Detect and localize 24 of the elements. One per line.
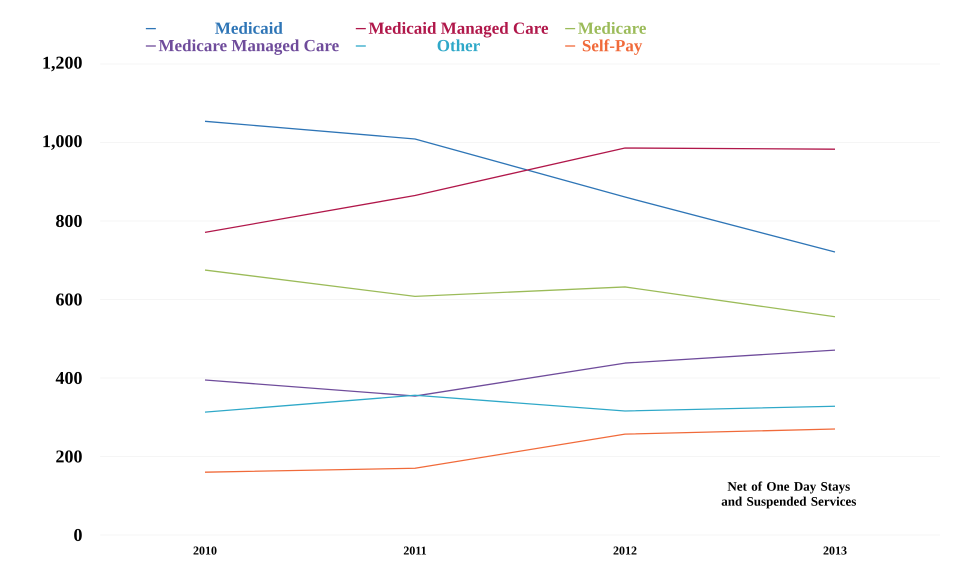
y-tick-label: 0 (74, 528, 82, 542)
line-series (204, 269, 836, 318)
line-series (204, 349, 836, 397)
x-tick-label: 2012 (614, 546, 636, 555)
y-tick-label: 1,200 (43, 56, 82, 72)
y-tick-label: 200 (56, 450, 82, 463)
legend-label: Medicaid Managed Care (368, 22, 548, 38)
annotation: Net of One Day Stays and Suspended Services (722, 481, 856, 508)
y-tick-label: 1,000 (43, 135, 82, 150)
line-series (204, 120, 836, 253)
y-tick-label: 400 (56, 372, 82, 384)
line-series (204, 394, 836, 413)
y-tick-label: 600 (56, 293, 82, 306)
legend-label: Medicare Managed Care (158, 39, 339, 55)
legend-label: Medicare (578, 22, 646, 34)
x-tick-label: 2011 (404, 546, 426, 555)
line-series (204, 147, 836, 234)
text: Medicaid (215, 22, 283, 34)
line-series (204, 428, 836, 473)
x-tick-label: 2010 (194, 546, 217, 555)
x-tick-label: 2013 (824, 546, 847, 555)
y-tick-label: 800 (56, 214, 82, 228)
text: Other (438, 39, 480, 52)
legend-label: Self-Pay (582, 39, 642, 55)
